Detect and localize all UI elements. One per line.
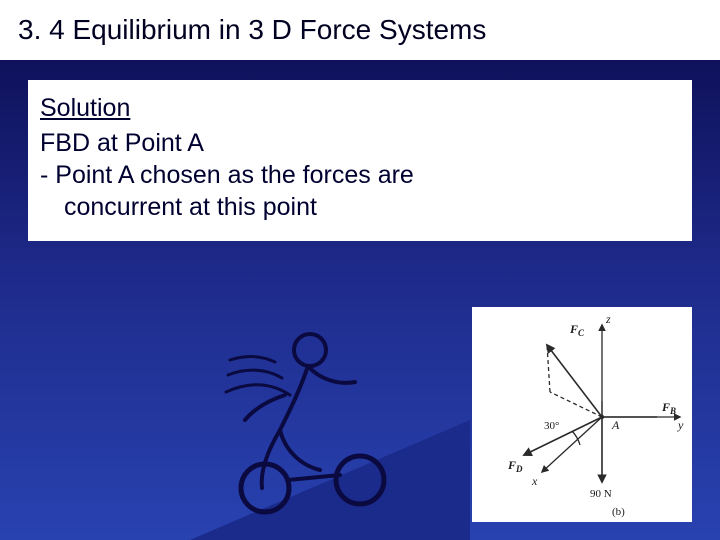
fb-sub: B [669, 406, 676, 416]
axis-y-label: y [677, 418, 684, 432]
point-a-label: A [611, 418, 620, 432]
angle-label: 30° [544, 420, 559, 432]
fd-sub: D [515, 464, 523, 474]
svg-text:FD: FD [507, 458, 523, 474]
slide-title: 3. 4 Equilibrium in 3 D Force Systems [18, 14, 702, 46]
fc-label: F [569, 322, 578, 336]
title-bar: 3. 4 Equilibrium in 3 D Force Systems [0, 0, 720, 60]
figure-label: (b) [612, 506, 625, 518]
decorative-flourish [190, 300, 470, 540]
weight-label: 90 N [590, 488, 612, 500]
fb-label: F [661, 400, 670, 414]
body-line-3: concurrent at this point [40, 191, 680, 223]
body-line-1: FBD at Point A [40, 127, 680, 159]
fd-label: F [507, 458, 516, 472]
svg-text:FC: FC [569, 322, 585, 338]
svg-text:FB: FB [661, 400, 676, 416]
axis-x-label: x [531, 474, 538, 488]
solution-heading: Solution [40, 94, 680, 123]
content-block: Solution FBD at Point A - Point A chosen… [28, 80, 692, 241]
axis-z-label: z [605, 312, 611, 326]
fbd-diagram: z y x FC FB FD A 30° 90 N (b) [472, 307, 692, 522]
body-line-2: - Point A chosen as the forces are [40, 159, 680, 191]
fc-sub: C [578, 328, 585, 338]
